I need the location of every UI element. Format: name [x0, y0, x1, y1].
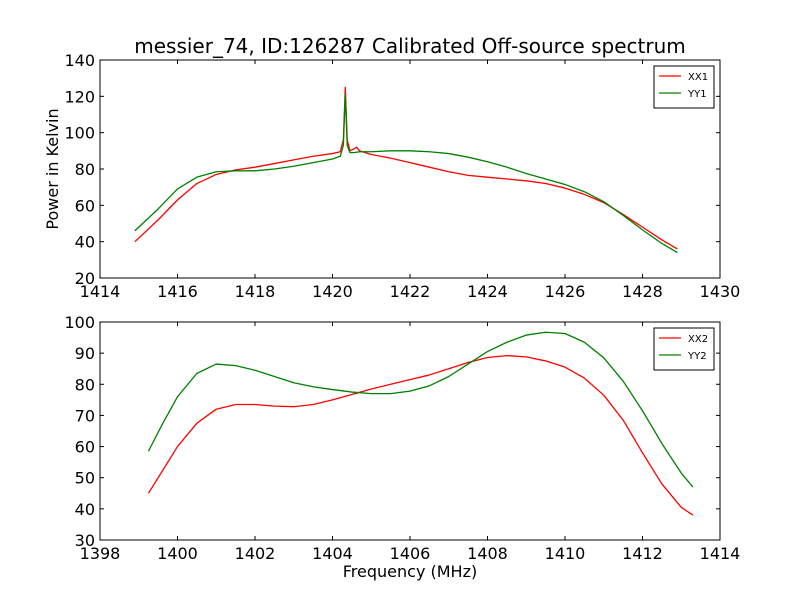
legend-label-yy1: YY1 — [687, 89, 707, 100]
x-tick-label: 1404 — [312, 544, 353, 563]
legend: XX2 YY2 — [653, 327, 715, 371]
y-tick-label: 40 — [75, 233, 95, 252]
x-tick-label: 1418 — [235, 282, 276, 301]
x-tick-label: 1414 — [80, 282, 121, 301]
bottom-spectrum-panel: 1398 1400 1402 1404 1406 1408 1410 1412 1414 30 40… — [64, 313, 740, 581]
y-tick-label: 30 — [75, 531, 95, 550]
legend-label-xx1: XX1 — [688, 72, 708, 83]
x-tick-label: 1412 — [622, 544, 663, 563]
x-tick-label: 1420 — [312, 282, 353, 301]
x-tick-label: 1422 — [390, 282, 431, 301]
x-tick-label: 1430 — [700, 282, 741, 301]
series-line-xx2 — [147, 354, 694, 516]
y-tick-label: 50 — [75, 469, 95, 488]
y-tick-label: 80 — [75, 160, 95, 179]
series-line-yy2 — [147, 331, 694, 488]
legend-label-xx2: XX2 — [688, 334, 708, 345]
series-line-xx1 — [134, 86, 678, 250]
y-tick-label: 90 — [75, 344, 95, 363]
x-tick-label: 1428 — [622, 282, 663, 301]
x-tick-label: 1416 — [157, 282, 198, 301]
x-tick-label: 1398 — [80, 544, 121, 563]
legend-box — [653, 65, 715, 109]
y-tick-label: 140 — [64, 51, 95, 70]
y-tick-label: 120 — [64, 87, 95, 106]
x-tick-label: 1414 — [700, 544, 741, 563]
x-tick-label: 1426 — [545, 282, 586, 301]
y-tick-label: 40 — [75, 500, 95, 519]
legend-box — [653, 327, 715, 371]
top-spectrum-panel: 1414 1416 1418 1420 1422 1424 1426 1428 1430 20 40… — [43, 51, 740, 301]
legend-label-yy2: YY2 — [687, 351, 707, 362]
figure-title: messier_74, ID:126287 Calibrated Off-sou… — [134, 34, 685, 58]
y-tick-label: 60 — [75, 196, 95, 215]
plot-area — [100, 322, 720, 540]
x-tick-label: 1406 — [390, 544, 431, 563]
x-tick-label: 1408 — [467, 544, 508, 563]
y-axis-title: Power in Kelvin — [43, 108, 62, 229]
y-tick-label: 70 — [75, 406, 95, 425]
x-tick-label: 1424 — [467, 282, 508, 301]
y-tick-label: 60 — [75, 438, 95, 457]
x-axis-title: Frequency (MHz) — [343, 562, 477, 581]
y-tick-label: 80 — [75, 375, 95, 394]
legend: XX1 YY1 — [653, 65, 715, 109]
plot-area — [100, 60, 720, 278]
x-tick-label: 1400 — [157, 544, 198, 563]
y-tick-label: 20 — [75, 269, 95, 288]
y-tick-label: 100 — [64, 124, 95, 143]
series-line-yy1 — [134, 93, 678, 254]
x-tick-label: 1402 — [235, 544, 276, 563]
y-tick-label: 100 — [64, 313, 95, 332]
x-tick-label: 1410 — [545, 544, 586, 563]
